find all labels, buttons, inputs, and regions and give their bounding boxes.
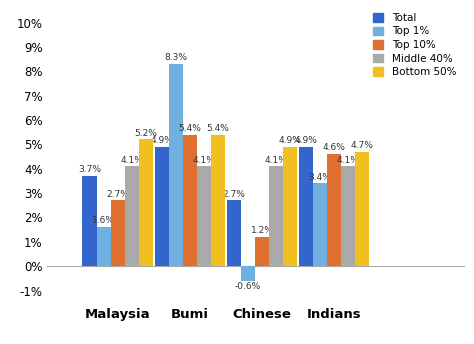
Bar (211, 135, 225, 266)
Text: 4.1%: 4.1% (192, 155, 215, 164)
Text: 4.6%: 4.6% (323, 143, 346, 152)
Bar (197, 166, 211, 266)
Bar (125, 166, 138, 266)
Text: 2.7%: 2.7% (106, 190, 129, 199)
Text: 4.9%: 4.9% (150, 136, 173, 145)
Text: 3.4%: 3.4% (309, 173, 332, 182)
Text: 4.9%: 4.9% (279, 136, 301, 145)
Text: 4.1%: 4.1% (120, 155, 143, 164)
Text: 1.6%: 1.6% (92, 216, 115, 225)
Text: 5.4%: 5.4% (178, 124, 201, 133)
Bar (183, 135, 197, 266)
Text: 5.4%: 5.4% (206, 124, 229, 133)
Bar (138, 139, 153, 266)
Bar (255, 237, 269, 266)
Text: 5.2%: 5.2% (134, 129, 157, 138)
Bar (341, 166, 355, 266)
Bar (227, 200, 241, 266)
Bar (283, 147, 297, 266)
Bar (97, 227, 110, 266)
Text: -0.6%: -0.6% (235, 282, 261, 291)
Text: 4.1%: 4.1% (264, 155, 287, 164)
Bar (169, 64, 183, 266)
Bar (269, 166, 283, 266)
Text: 1.2%: 1.2% (251, 226, 273, 235)
Bar (82, 176, 97, 266)
Bar (355, 152, 369, 266)
Text: 2.7%: 2.7% (222, 190, 246, 199)
Bar (241, 266, 255, 281)
Bar (155, 147, 169, 266)
Legend: Total, Top 1%, Top 10%, Middle 40%, Bottom 50%: Total, Top 1%, Top 10%, Middle 40%, Bott… (370, 10, 459, 80)
Text: 4.1%: 4.1% (337, 155, 360, 164)
Text: 8.3%: 8.3% (164, 53, 187, 62)
Bar (327, 154, 341, 266)
Text: 3.7%: 3.7% (78, 165, 101, 174)
Bar (299, 147, 313, 266)
Text: 4.7%: 4.7% (351, 141, 374, 150)
Bar (110, 200, 125, 266)
Bar (313, 183, 327, 266)
Text: 4.9%: 4.9% (295, 136, 318, 145)
